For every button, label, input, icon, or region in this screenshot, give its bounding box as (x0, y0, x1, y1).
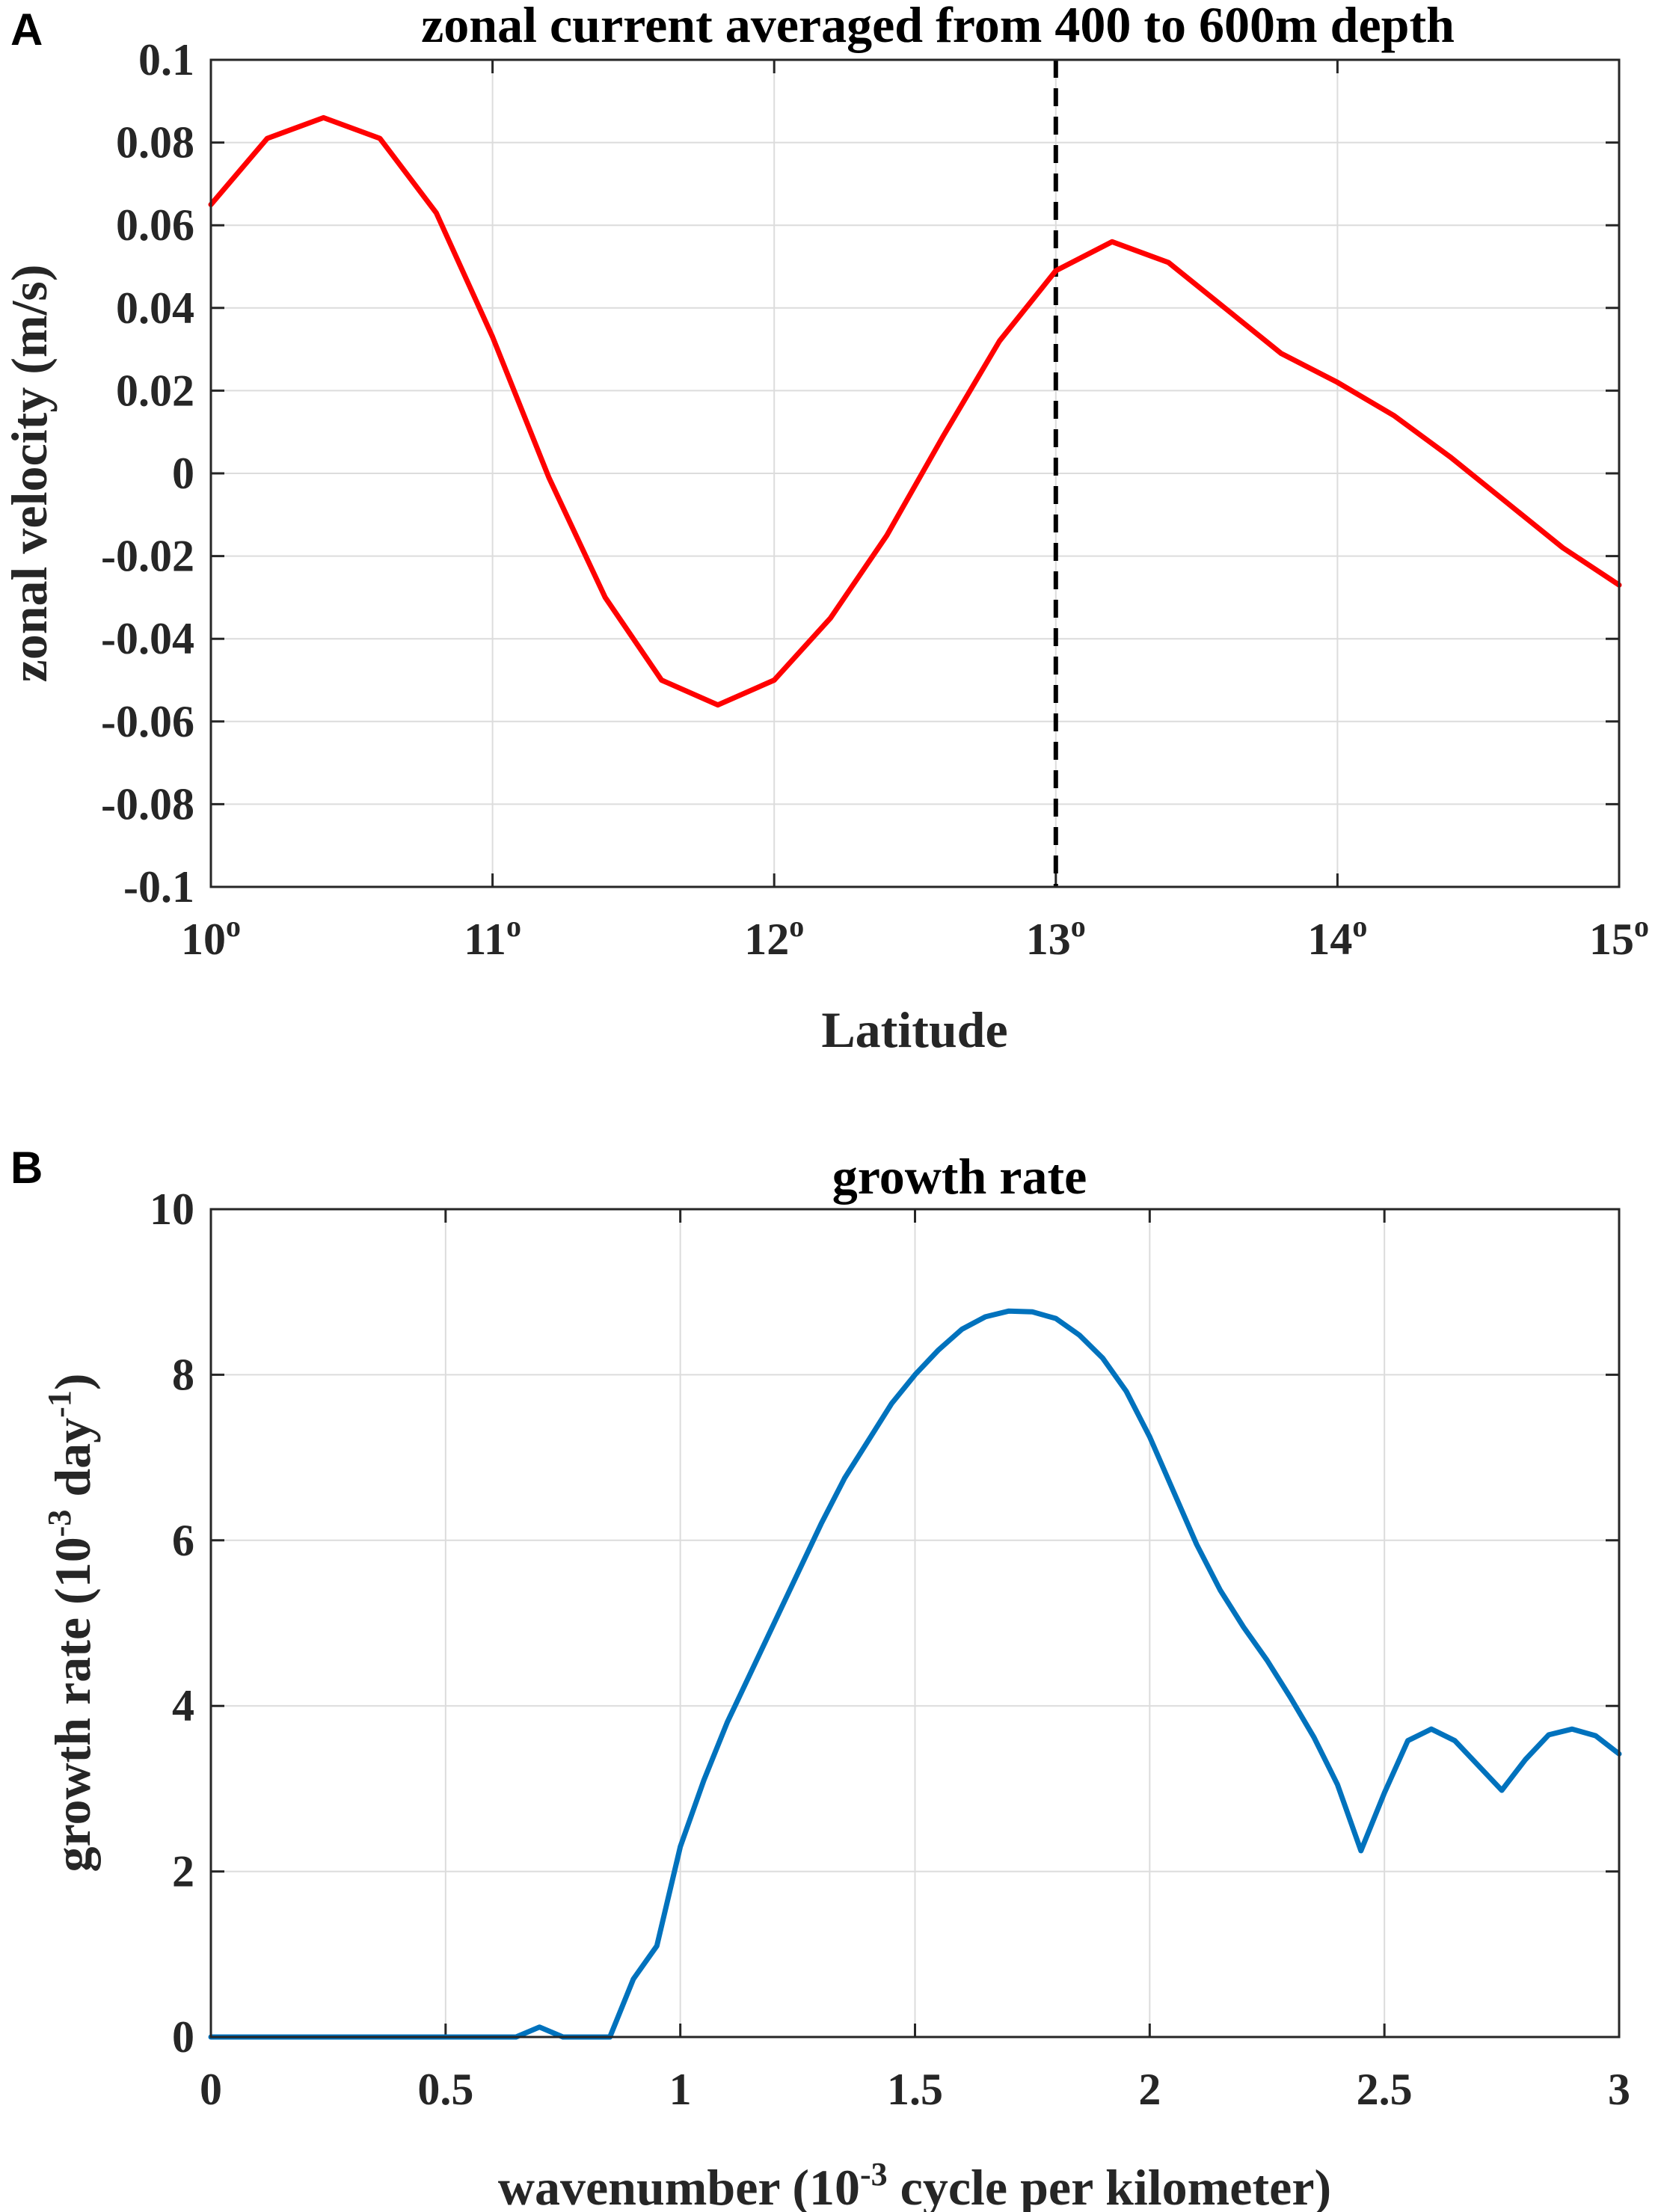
y-tick-label: 8 (172, 1350, 194, 1399)
panel-b-ylabel-part2: day (44, 1418, 101, 1510)
y-tick-label: 0.06 (116, 200, 194, 250)
degree-superscript: o (1352, 909, 1367, 943)
y-tick-label: -0.08 (101, 779, 194, 829)
x-tick-label-text: 2.5 (1357, 2065, 1413, 2114)
panel-b-ylabel-part1: growth rate (10 (44, 1537, 101, 1872)
panel-b-ylabel-part3: ) (44, 1374, 101, 1391)
x-tick-label-text: 10 (181, 915, 226, 964)
panel-b-xlabel-exponent: -3 (860, 2156, 888, 2193)
x-tick-label-text: 3 (1608, 2065, 1630, 2114)
y-tick-label: 0.02 (116, 366, 194, 415)
x-tick-label-text: 13 (1026, 915, 1071, 964)
x-tick-label-text: 12 (744, 915, 789, 964)
degree-superscript: o (1071, 909, 1086, 943)
degree-superscript: o (226, 909, 241, 943)
panel-b-ticks: 0 0.5 1 1.5 2 2.5 3 0 2 4 6 8 10 (150, 1185, 1630, 2114)
panel-a-axes-frame (209, 58, 1621, 888)
x-tick-label: 10o (181, 909, 241, 964)
y-tick-label: 2 (172, 1847, 194, 1896)
x-tick-label-text: 0.5 (417, 2065, 473, 2114)
x-tick-label-text: 14 (1307, 915, 1352, 964)
panel-b-axes-frame (209, 1208, 1621, 2039)
panel-b-xlabel-part1: wavenumber (10 (498, 2159, 860, 2212)
y-tick-label: 6 (172, 1516, 194, 1565)
panel-a: A zonal current averaged from 400 to 600… (1, 0, 1649, 1058)
y-tick-label: 4 (172, 1681, 194, 1730)
panel-b-ylabel-exponent2: -1 (41, 1390, 78, 1418)
panel-b-grid (211, 1209, 1619, 2037)
panel-b-xlabel: wavenumber (10-3 cycle per kilometer) (498, 2156, 1331, 2212)
series-line (208, 114, 1622, 708)
x-tick-label: 1 (669, 2065, 692, 2114)
y-tick-label: 0.1 (138, 35, 194, 85)
panel-b-ylabel-exponent1: -3 (41, 1510, 78, 1537)
panel-a-letter: A (10, 4, 43, 55)
panel-b-xlabel-part2: cycle per kilometer) (888, 2159, 1331, 2212)
x-tick-label-text: 1.5 (887, 2065, 943, 2114)
x-tick-label: 12o (744, 909, 804, 964)
x-tick-label-text: 15 (1589, 915, 1634, 964)
x-tick-label: 13o (1026, 909, 1086, 964)
degree-superscript: o (506, 909, 521, 943)
panel-a-grid (211, 60, 1619, 887)
y-tick-label: 10 (150, 1185, 194, 1234)
y-tick-label: -0.02 (101, 532, 194, 581)
x-tick-label-text: 2 (1138, 2065, 1161, 2114)
panel-a-ticks: 10o 11o 12o 13o 14o 15o0.10.080.060.040.020-0… (101, 35, 1649, 964)
panel-b-ylabel: growth rate (10-3 day-1) (41, 1374, 101, 1872)
panel-b-title: growth rate (832, 1148, 1087, 1205)
x-tick-label: 1.5 (887, 2065, 943, 2114)
panel-a-title: zonal current averaged from 400 to 600m … (421, 0, 1455, 53)
y-tick-label: 0 (172, 449, 194, 498)
x-tick-label: 2 (1138, 2065, 1161, 2114)
y-tick-label: 0 (172, 2012, 194, 2062)
panel-a-ylabel: zonal velocity (m/s) (1, 265, 58, 683)
panel-b-letter: B (10, 1143, 43, 1193)
x-tick-label-text: 0 (200, 2065, 222, 2114)
x-tick-label: 3 (1608, 2065, 1630, 2114)
x-tick-label: 0 (200, 2065, 222, 2114)
degree-superscript: o (789, 909, 804, 943)
degree-superscript: o (1634, 909, 1649, 943)
panel-a-data (208, 60, 1622, 887)
x-tick-label: 14o (1307, 909, 1367, 964)
y-tick-label: -0.1 (123, 862, 194, 912)
x-tick-label: 0.5 (417, 2065, 473, 2114)
x-tick-label: 11o (464, 909, 521, 964)
x-tick-label-text: 11 (464, 915, 506, 964)
panel-b: B growth rate 0 0.5 1 1.5 2 2.5 3 0 2 4 6 8 10 waven… (10, 1143, 1630, 2212)
y-tick-label: -0.06 (101, 697, 194, 746)
x-tick-label: 15o (1589, 909, 1649, 964)
panel-a-xlabel: Latitude (821, 1001, 1007, 1058)
x-tick-label: 2.5 (1357, 2065, 1413, 2114)
y-tick-label: -0.04 (101, 614, 194, 663)
x-tick-label-text: 1 (669, 2065, 692, 2114)
y-tick-label: 0.04 (116, 283, 194, 333)
y-tick-label: 0.08 (116, 118, 194, 168)
